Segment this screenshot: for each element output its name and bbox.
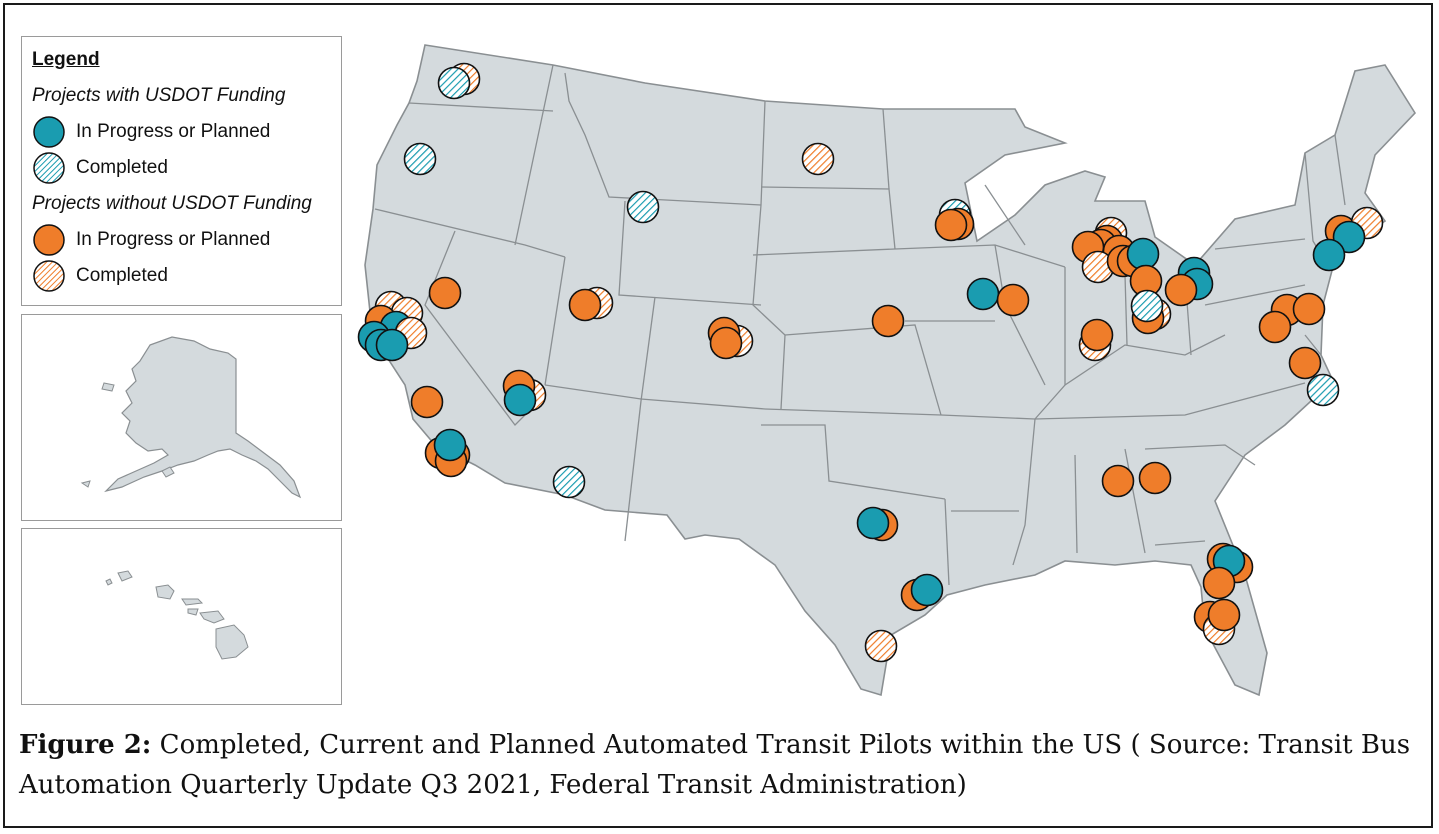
non-usdot-in-progress-marker (410, 385, 444, 419)
legend-item-non-usdot-in-progress: In Progress or Planned (32, 223, 270, 257)
legend-item-label: Completed (76, 265, 168, 286)
alaska-shape-icon (80, 336, 302, 499)
caption-text: Completed, Current and Planned Automated… (19, 730, 1411, 800)
teal-solid-marker-icon (33, 116, 65, 148)
usdot-in-progress-marker (966, 277, 1000, 311)
non-usdot-in-progress-marker (1138, 461, 1172, 495)
caption-label: Figure 2: (19, 730, 152, 760)
non-usdot-in-progress-marker (428, 276, 462, 310)
legend: Legend Projects with USDOT Funding In Pr… (21, 36, 342, 306)
non-usdot-in-progress-marker (1164, 273, 1198, 307)
legend-item-usdot-completed: Completed (32, 151, 168, 185)
non-usdot-in-progress-marker (568, 288, 602, 322)
non-usdot-in-progress-marker (1258, 310, 1292, 344)
non-usdot-in-progress-marker (1288, 346, 1322, 380)
usdot-in-progress-marker (433, 428, 467, 462)
non-usdot-in-progress-marker (709, 326, 743, 360)
usdot-completed-marker (403, 142, 437, 176)
usdot-in-progress-marker (1126, 237, 1160, 271)
legend-item-label: In Progress or Planned (76, 121, 271, 142)
project-markers (357, 62, 1384, 663)
legend-item-label: In Progress or Planned (76, 229, 271, 250)
legend-item-non-usdot-completed: Completed (32, 259, 168, 293)
legend-title: Legend (32, 49, 100, 70)
figure-frame: Legend Projects with USDOT Funding In Pr… (3, 3, 1433, 828)
us-landmass (364, 44, 1417, 697)
legend-group-non-usdot: Projects without USDOT Funding (32, 193, 312, 214)
state-borders (374, 64, 1346, 586)
non-usdot-in-progress-marker (1207, 598, 1241, 632)
non-usdot-completed-marker (864, 629, 898, 663)
usdot-completed-marker (437, 66, 471, 100)
non-usdot-in-progress-marker (1202, 566, 1236, 600)
non-usdot-in-progress-marker (1101, 464, 1135, 498)
non-usdot-in-progress-marker (934, 208, 968, 242)
non-usdot-in-progress-marker (996, 283, 1030, 317)
hawaii-inset (21, 528, 342, 705)
orange-solid-marker-icon (33, 224, 65, 256)
alaska-inset (21, 314, 342, 521)
usdot-in-progress-marker (375, 328, 409, 362)
usdot-completed-marker (626, 190, 660, 224)
usdot-in-progress-marker (910, 573, 944, 607)
figure-caption: Figure 2: Completed, Current and Planned… (19, 725, 1419, 805)
legend-item-usdot-in-progress: In Progress or Planned (32, 115, 270, 149)
usdot-in-progress-marker (503, 383, 537, 417)
non-usdot-in-progress-marker (1080, 318, 1114, 352)
usdot-completed-marker (1130, 289, 1164, 323)
orange-hatched-marker-icon (33, 260, 65, 292)
usdot-completed-marker (1306, 373, 1340, 407)
teal-hatched-marker-icon (33, 152, 65, 184)
legend-group-usdot: Projects with USDOT Funding (32, 85, 286, 106)
us-map (357, 44, 1417, 697)
usdot-completed-marker (552, 465, 586, 499)
legend-item-label: Completed (76, 157, 168, 178)
usdot-in-progress-marker (856, 506, 890, 540)
usdot-in-progress-marker (1312, 238, 1346, 272)
non-usdot-in-progress-marker (1292, 292, 1326, 326)
non-usdot-completed-marker (801, 142, 835, 176)
non-usdot-in-progress-marker (871, 304, 905, 338)
hawaii-shape-icon (105, 570, 249, 660)
